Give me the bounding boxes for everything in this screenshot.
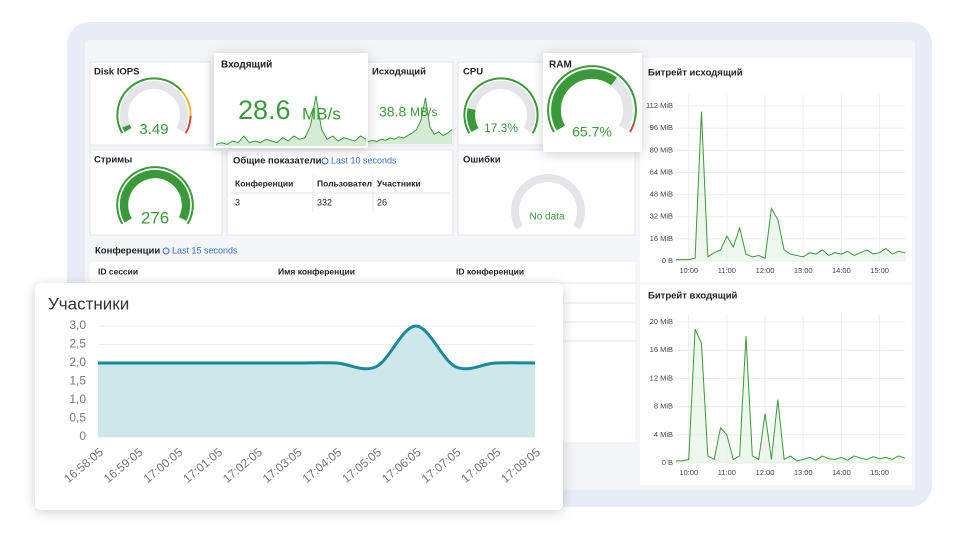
stat-unit: MB/s bbox=[410, 105, 437, 119]
line bbox=[676, 111, 906, 261]
y-tick-label: 96 MiB bbox=[650, 123, 673, 132]
threshold-band bbox=[184, 115, 192, 134]
panel-title: Ошибки bbox=[463, 155, 501, 166]
y-tick-label: 3,0 bbox=[69, 318, 86, 332]
time-range[interactable]: Last 10 seconds bbox=[331, 155, 397, 165]
table-header: Участники bbox=[377, 178, 421, 188]
panel bbox=[89, 149, 223, 236]
y-tick-label: 16 MiB bbox=[650, 234, 673, 243]
x-tick-label: 13:00 bbox=[794, 468, 813, 477]
sparkline bbox=[367, 97, 453, 143]
chart-title: Участники bbox=[48, 294, 129, 313]
x-tick-label: 10:00 bbox=[679, 266, 698, 275]
table-cell: 3 bbox=[235, 197, 240, 207]
y-tick-label: 48 MiB bbox=[650, 190, 673, 199]
sparkline-fill bbox=[216, 96, 366, 146]
panel-title: Исходящий bbox=[372, 67, 426, 78]
table-header: Конференции bbox=[235, 178, 293, 188]
stat-value: 38.8 bbox=[379, 104, 406, 120]
table-header: Пользователи bbox=[317, 178, 377, 188]
threshold-band bbox=[116, 77, 182, 134]
chart-title: Битрейт исходящий bbox=[648, 68, 743, 79]
area-fill bbox=[676, 111, 905, 261]
line bbox=[97, 324, 536, 371]
x-tick-label: 15:00 bbox=[870, 468, 889, 477]
y-tick-label: 0,5 bbox=[69, 411, 86, 425]
y-tick-label: 0 B bbox=[662, 256, 673, 265]
y-tick-label: 1,0 bbox=[69, 392, 86, 406]
threshold-band bbox=[116, 166, 194, 225]
line bbox=[676, 328, 906, 462]
y-tick-label: 20 MiB bbox=[650, 317, 673, 326]
table-header: ID конференции bbox=[456, 266, 524, 276]
area-fill bbox=[676, 329, 905, 463]
clock-icon bbox=[162, 247, 170, 255]
table-header: ID сессии bbox=[98, 266, 138, 276]
gauge-value: 276 bbox=[141, 208, 169, 227]
threshold-band bbox=[180, 89, 192, 116]
gauge-value: 65.7% bbox=[572, 124, 612, 140]
graphics bbox=[215, 65, 637, 146]
clock-icon bbox=[321, 157, 329, 165]
gauge-value: 3.49 bbox=[139, 121, 168, 138]
x-tick-label: 11:00 bbox=[718, 266, 736, 275]
sparkline-fill bbox=[368, 98, 452, 144]
panel bbox=[89, 61, 211, 146]
threshold-band bbox=[629, 123, 635, 133]
threshold-band bbox=[547, 65, 637, 133]
panel-title: Входящий bbox=[221, 60, 272, 71]
panel-title: RAM bbox=[549, 60, 572, 71]
stat-unit: MB/s bbox=[302, 104, 341, 123]
gauge-value: 17.3% bbox=[484, 121, 518, 135]
table-header: Имя конференции bbox=[278, 266, 355, 276]
time-range[interactable]: Last 15 seconds bbox=[172, 245, 238, 255]
x-tick-label: 10:00 bbox=[679, 468, 698, 477]
section-title: Конференции bbox=[95, 246, 160, 257]
gauge-track bbox=[511, 174, 585, 230]
y-tick-label: 12 MiB bbox=[650, 373, 673, 382]
y-tick-label: 64 MiB bbox=[650, 167, 673, 176]
panel-title: Стримы bbox=[94, 155, 132, 166]
gauge-track bbox=[120, 80, 188, 133]
table-cell: 332 bbox=[317, 197, 332, 207]
graphics: 0 B 16 MiB 32 MiB 48 MiB 64 MiB 80 MiB 96 MiB 1… bbox=[116, 77, 906, 477]
y-tick-label: 4 MiB bbox=[654, 430, 673, 439]
raised-cards: Входящий 28.6 MB/s RAM 65.7% bbox=[214, 53, 642, 152]
table-cell: 26 bbox=[377, 197, 387, 207]
x-tick-label: 12:00 bbox=[756, 468, 775, 477]
y-tick-label: 80 MiB bbox=[650, 145, 673, 154]
y-tick-label: 32 MiB bbox=[650, 212, 673, 221]
x-tick-label: 11:00 bbox=[718, 468, 736, 477]
panel-title: Disk IOPS bbox=[94, 67, 139, 78]
chart-title: Битрейт входящий bbox=[648, 291, 738, 302]
y-tick-label: 0 B bbox=[662, 458, 673, 467]
panel-title: Общие показатели bbox=[233, 156, 322, 167]
area-fill bbox=[98, 326, 535, 437]
gauge-fill bbox=[119, 169, 191, 223]
x-tick-label: 13:00 bbox=[794, 266, 813, 275]
gauge-fill bbox=[466, 108, 479, 133]
threshold-band bbox=[463, 77, 539, 134]
x-tick-label: 12:00 bbox=[756, 266, 775, 275]
y-tick-label: 1,5 bbox=[69, 374, 86, 388]
gauge-fill bbox=[122, 124, 132, 133]
y-tick-label: 0 bbox=[79, 429, 86, 443]
x-tick-label: 15:00 bbox=[870, 266, 889, 275]
stat-value: 28.6 bbox=[238, 95, 291, 125]
x-tick-label: 14:00 bbox=[832, 266, 851, 275]
x-tick-label: 14:00 bbox=[832, 468, 851, 477]
no-data: No data bbox=[529, 212, 564, 223]
y-tick-label: 2,5 bbox=[69, 337, 86, 351]
participants-card: Участники 00,51,01,52,02,53,016:58:0516:… bbox=[35, 283, 563, 510]
card bbox=[214, 53, 368, 148]
sparkline bbox=[215, 95, 367, 145]
panel-title: CPU bbox=[463, 67, 483, 78]
y-tick-label: 112 MiB bbox=[646, 101, 673, 110]
y-tick-label: 16 MiB bbox=[650, 345, 673, 354]
y-tick-label: 2,0 bbox=[69, 355, 86, 369]
gauge-fill bbox=[551, 69, 617, 131]
y-tick-label: 8 MiB bbox=[654, 402, 673, 411]
